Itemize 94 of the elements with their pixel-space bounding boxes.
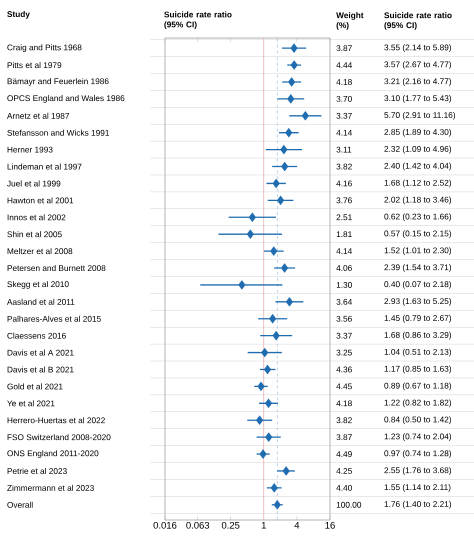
text: 2.02 (1.18 to 3.46) (384, 196, 452, 204)
text: 4.49 (336, 451, 352, 457)
y-tick-label: Zimmermann et al 2023 (7, 484, 94, 491)
text: 2.85 (1.89 to 4.30) (384, 128, 452, 137)
text: 3.87 (336, 434, 352, 440)
text: 3.56 (336, 316, 352, 322)
text: 1.52 (1.01 to 2.30) (384, 247, 452, 255)
text: 2.39 (1.54 to 3.71) (384, 264, 452, 272)
text: 1.17 (0.85 to 1.63) (384, 366, 452, 374)
y-tick-label: Hawton et al 2001 (8, 197, 74, 204)
y-tick-label: Aasland et al 2011 (6, 298, 74, 305)
text: 1.22 (0.82 to 1.82) (384, 399, 452, 408)
text: 1.55 (1.14 to 2.11) (384, 484, 450, 492)
text: 3.87 (336, 45, 352, 52)
y-tick-label: OPCS England and Wales 1986 (7, 95, 124, 103)
text: 0.84 (0.50 to 1.42) (384, 416, 452, 424)
y-tick-label: Meltzer et al 2008 (8, 248, 72, 254)
text: 3.57 (2.67 to 4.77) (384, 61, 452, 69)
y-axis-title: Study (7, 10, 30, 19)
text: 0.57 (0.15 to 2.15) (384, 230, 452, 238)
text: 4.40 (336, 484, 352, 491)
y-tick-label: Stefansson and Wicks 1991 (7, 130, 110, 136)
text: 1.30 (336, 282, 352, 288)
y-tick-label: Craig and Pitts 1968 (7, 44, 82, 52)
y-tick-label: Pitts et al 1979 (8, 62, 62, 68)
y-tick-label: Innos et al 2002 (8, 214, 66, 220)
y-tick-label: Lindeman et al 1997 (8, 164, 82, 170)
y-tick-label: Davis et al B 2021 (8, 366, 74, 373)
y-tick-label: Palhares-Alves et al 2015 (8, 316, 101, 322)
text: 2.32 (1.09 to 4.96) (384, 146, 452, 154)
text: 3.82 (336, 164, 352, 170)
y-tick-label: Juel et al 1999 (7, 180, 60, 186)
text: 1.23 (0.74 to 2.04) (384, 433, 452, 441)
text: 1.81 (336, 231, 352, 238)
text: 1.68 (1.12 to 2.52) (384, 180, 452, 188)
text: 4.06 (336, 265, 352, 271)
text: 3.25 (336, 350, 352, 356)
text: 2.93 (1.63 to 5.25) (384, 298, 452, 306)
text: 2.55 (1.76 to 3.68) (384, 467, 452, 475)
text: 3.82 (336, 417, 352, 424)
x-tick-label: 1 (262, 522, 266, 528)
y-tick-label: FSO Switzerland 2008-2020 (8, 434, 110, 440)
text: Weight (%) (336, 12, 364, 30)
y-tick-label: Arnetz et al 1987 (6, 112, 70, 119)
text: 2.51 (336, 214, 352, 220)
x-axis-title: Suicide rate ratio (95% CI) (164, 11, 232, 30)
y-tick-label: ONS England 2011-2020 (7, 450, 98, 458)
text: 1.76 (1.40 to 2.21) (384, 500, 452, 509)
text: 0.89 (0.67 to 1.18) (384, 382, 452, 390)
text: 3.37 (336, 112, 352, 119)
text: 4.16 (336, 180, 352, 186)
text: 3.55 (2.14 to 5.89) (384, 44, 452, 52)
text: 1.45 (0.79 to 2.67) (384, 314, 452, 323)
y-tick-label: Herner 1993 (8, 146, 53, 153)
y-tick-label: Gold et al 2021 (7, 383, 63, 390)
text: 1.68 (0.86 to 3.29) (384, 332, 452, 340)
x-tick-label: 0.016 (154, 522, 176, 529)
text: 4.14 (336, 130, 352, 136)
text: 0.97 (0.74 to 1.28) (384, 450, 452, 458)
text: 3.70 (336, 96, 352, 102)
text: 5.70 (2.91 to 11.16) (384, 112, 456, 120)
text: 4.18 (336, 79, 352, 85)
text: 4.44 (336, 62, 352, 68)
y-tick-label: Herrero-Huertas et al 2022 (8, 417, 105, 424)
text: 100.00 (336, 502, 362, 508)
text: 4.25 (336, 468, 352, 474)
text: 4.36 (336, 366, 352, 372)
text: 0.62 (0.23 to 1.66) (384, 213, 452, 222)
text: 1.04 (0.51 to 2.13) (384, 348, 452, 356)
text: 0.40 (0.07 to 2.18) (384, 281, 452, 289)
y-tick-label: Petrie et al 2023 (8, 468, 67, 474)
text: 3.11 (336, 146, 352, 153)
x-tick-label: 16 (325, 522, 335, 529)
text: Suicide rate ratio (95% CI) (384, 12, 452, 30)
text: 3.37 (336, 332, 352, 339)
text: 4.14 (336, 248, 352, 254)
y-tick-label: Skegg et al 2010 (7, 281, 69, 289)
text: 3.10 (1.77 to 5.43) (384, 95, 452, 103)
y-tick-label: Overall (7, 502, 33, 508)
x-tick-label: 0.25 (222, 522, 240, 529)
text: 2.40 (1.42 to 4.04) (384, 162, 452, 170)
x-tick-label: 0.063 (186, 522, 210, 529)
y-tick-label: Bämayr and Feuerlein 1986 (8, 78, 109, 86)
text: 4.45 (336, 384, 352, 390)
text: 3.21 (2.16 to 4.77) (384, 78, 452, 86)
text: 3.76 (336, 197, 352, 204)
text: 4.18 (336, 400, 352, 406)
text: 3.64 (336, 298, 352, 305)
y-tick-label: Claessens 2016 (7, 332, 66, 339)
y-tick-label: Petersen and Burnett 2008 (8, 264, 106, 272)
y-tick-label: Davis et al A 2021 (8, 350, 74, 356)
x-tick-label: 4 (294, 522, 300, 528)
y-tick-label: Ye et al 2021 (7, 400, 54, 406)
y-tick-label: Shin et al 2005 (7, 231, 62, 238)
